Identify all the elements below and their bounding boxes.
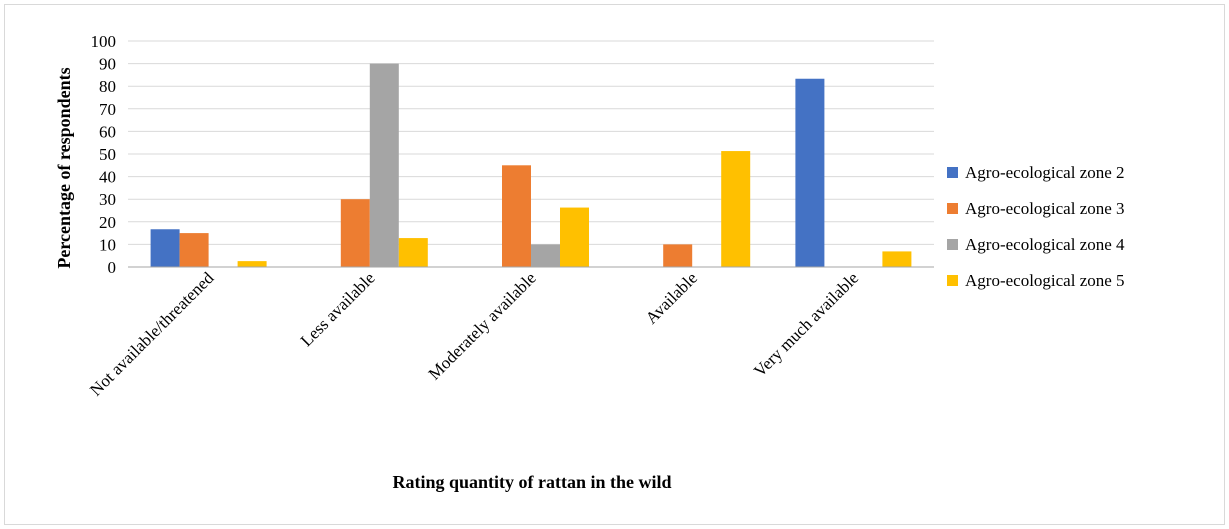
y-tick-label: 70 [99, 100, 116, 119]
y-tick-label: 90 [99, 55, 116, 74]
bar-agro-ecological-zone-4-1 [369, 63, 399, 267]
bar-agro-ecological-zone-5-2 [560, 207, 589, 267]
y-tick-label: 40 [99, 168, 116, 187]
x-axis-title: Rating quantity of rattan in the wild [392, 472, 671, 492]
legend: Agro-ecological zone 2 Agro-ecological zo… [947, 163, 1125, 290]
legend-label: Agro-ecological zone 4 [965, 235, 1125, 254]
bar-agro-ecological-zone-4-2 [531, 244, 560, 267]
x-tick-label: Not available/threatened [86, 268, 218, 400]
legend-swatch [947, 203, 958, 214]
bars [150, 63, 912, 267]
x-tick-label: Less available [297, 268, 379, 350]
bar-agro-ecological-zone-5-0 [237, 261, 267, 267]
y-tick-label: 60 [99, 122, 116, 141]
bar-agro-ecological-zone-5-3 [721, 151, 751, 267]
bar-agro-ecological-zone-5-1 [398, 238, 428, 267]
y-axis-title: Percentage of respondents [54, 67, 74, 268]
legend-swatch [947, 275, 958, 286]
x-tick-labels: Not available/threatened Less available Mo… [86, 268, 862, 400]
legend-label: Agro-ecological zone 5 [965, 271, 1125, 290]
y-tick-labels: 0 10 20 30 40 50 60 70 80 90 100 [91, 32, 117, 277]
legend-swatch [947, 167, 958, 178]
bar-agro-ecological-zone-3-0 [179, 233, 209, 267]
y-tick-label: 10 [99, 235, 116, 254]
y-tick-label: 100 [91, 32, 117, 51]
y-tick-label: 50 [99, 145, 116, 164]
x-tick-label: Very much available [750, 268, 862, 380]
legend-label: Agro-ecological zone 2 [965, 163, 1125, 182]
bar-agro-ecological-zone-3-2 [502, 165, 531, 267]
y-tick-label: 80 [99, 77, 116, 96]
bar-agro-ecological-zone-2-0 [150, 229, 180, 267]
bar-agro-ecological-zone-3-1 [340, 199, 370, 267]
legend-swatch [947, 239, 958, 250]
bar-agro-ecological-zone-2-4 [795, 78, 825, 267]
bar-agro-ecological-zone-5-4 [882, 251, 912, 267]
x-tick-label: Moderately available [425, 268, 540, 383]
x-tick-label: Available [642, 268, 701, 327]
bar-agro-ecological-zone-3-3 [663, 244, 693, 267]
legend-label: Agro-ecological zone 3 [965, 199, 1125, 218]
y-tick-label: 0 [108, 258, 117, 277]
y-tick-label: 20 [99, 213, 116, 232]
y-tick-label: 30 [99, 190, 116, 209]
